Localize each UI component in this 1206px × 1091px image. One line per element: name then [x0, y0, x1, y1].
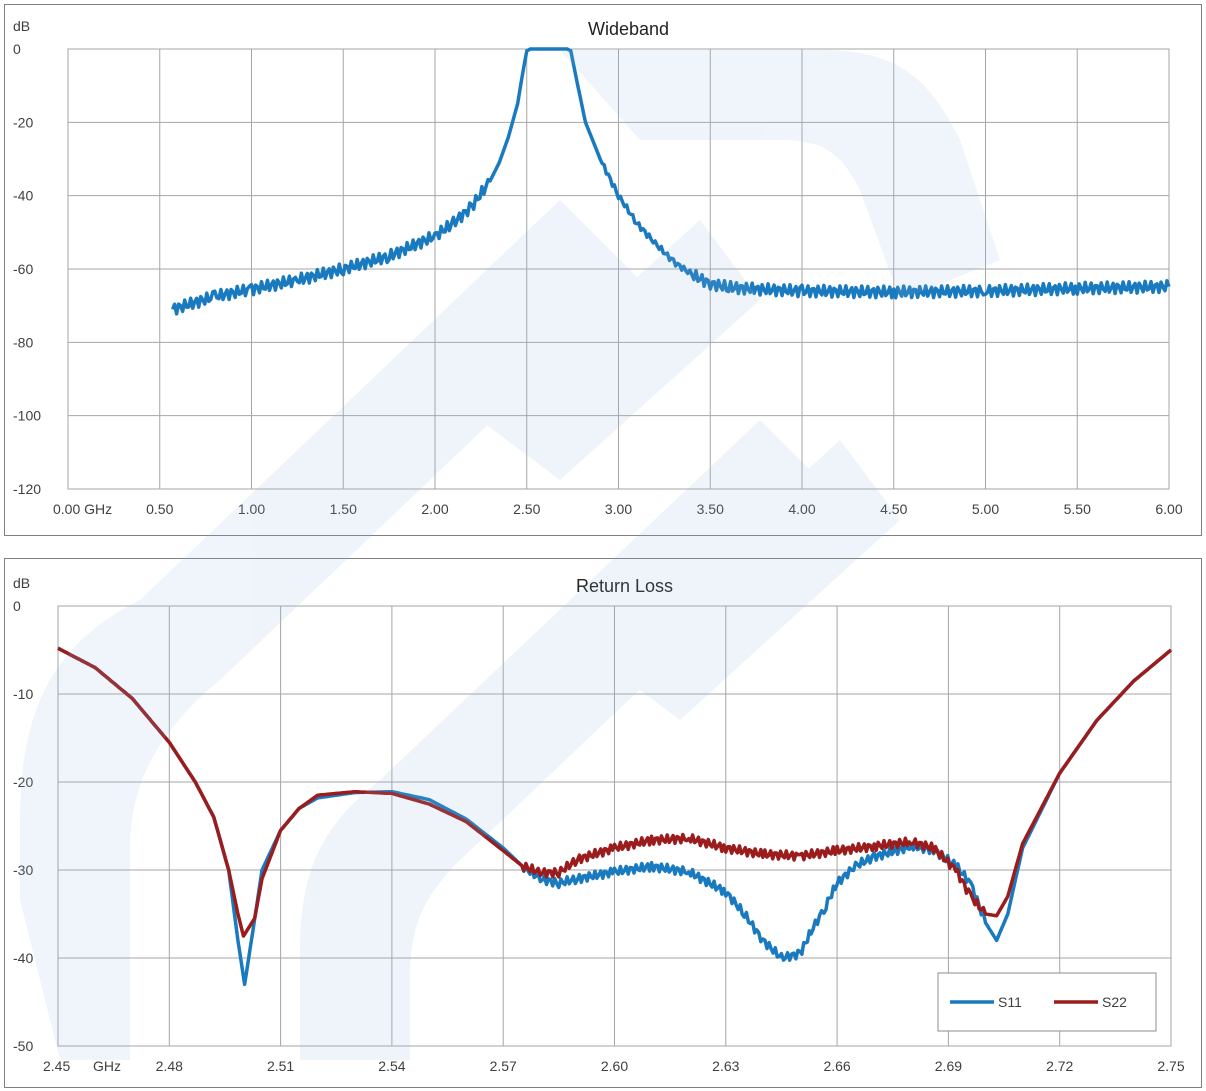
- x-tick-label: 2.63: [712, 1058, 739, 1074]
- x-tick-label: 2.50: [513, 501, 540, 517]
- x-tick-label: 2.45: [43, 1058, 70, 1074]
- y-axis-label: dB: [13, 575, 30, 591]
- wideband-chart: 0 -20 -40 -60 -80 -100 -120 dB 0.00 GHz 0.50 1.00 1…: [4, 4, 1202, 536]
- x-tick-label: 0.50: [146, 501, 173, 517]
- return-loss-chart-svg: 0 -10 -20 -30 -40 -50 dB 2.45 2.48 2.51 2.54 2.57 2.…: [13, 575, 1185, 1074]
- x-tick-label: 2.00: [421, 501, 448, 517]
- x-tick-label: 3.50: [697, 501, 724, 517]
- legend-label-s11: S11: [998, 994, 1022, 1010]
- chart-title: Wideband: [588, 19, 669, 39]
- series-line-trace: [170, 47, 1171, 316]
- x-tick-label: 2.66: [823, 1058, 850, 1074]
- x-tick-label: 2.69: [935, 1058, 962, 1074]
- x-tick-label: 2.57: [490, 1058, 517, 1074]
- x-tick-label: 2.48: [156, 1058, 183, 1074]
- y-tick-label: -20: [13, 114, 33, 130]
- series-line-s22: [57, 646, 1173, 938]
- x-tick-label: 1.50: [330, 501, 357, 517]
- x-tick-label: 2.60: [601, 1058, 628, 1074]
- y-tick-label: 0: [13, 41, 21, 57]
- wideband-chart-svg: 0 -20 -40 -60 -80 -100 -120 dB 0.00 GHz 0.50 1.00 1…: [13, 18, 1183, 517]
- y-tick-label: -50: [13, 1038, 33, 1054]
- y-tick-label: -40: [13, 188, 33, 204]
- y-tick-label: -100: [13, 408, 41, 424]
- x-tick-label: 2.75: [1157, 1058, 1184, 1074]
- chart-title: Return Loss: [576, 576, 673, 596]
- y-tick-label: -10: [13, 686, 33, 702]
- x-tick-label: 2.51: [267, 1058, 294, 1074]
- y-tick-label: -80: [13, 334, 33, 350]
- x-tick-label: 4.00: [788, 501, 815, 517]
- series-line-s11: [57, 646, 1173, 987]
- x-tick-label: 5.00: [972, 501, 999, 517]
- plot-border: [57, 605, 1172, 1047]
- x-tick-label: 2.72: [1046, 1058, 1073, 1074]
- x-tick-label: 1.00: [238, 501, 265, 517]
- return-loss-chart: 0 -10 -20 -30 -40 -50 dB 2.45 2.48 2.51 2.54 2.57 2.…: [4, 558, 1202, 1088]
- x-tick-label: 4.50: [880, 501, 907, 517]
- y-tick-label: -40: [13, 950, 33, 966]
- x-tick-label: 3.00: [605, 501, 632, 517]
- x-tick-label: 2.54: [378, 1058, 405, 1074]
- x-tick-label: 5.50: [1064, 501, 1091, 517]
- y-tick-label: -60: [13, 261, 33, 277]
- x-axis-unit-label: GHz: [93, 1058, 121, 1074]
- x-tick-label: 6.00: [1155, 501, 1182, 517]
- y-tick-label: -120: [13, 481, 41, 497]
- y-tick-label: 0: [13, 598, 21, 614]
- legend-label-s22: S22: [1102, 994, 1127, 1010]
- y-tick-label: -20: [13, 774, 33, 790]
- y-tick-label: -30: [13, 862, 33, 878]
- plot-border: [67, 48, 1170, 490]
- x-tick-label: 0.00 GHz: [53, 501, 112, 517]
- y-axis-label: dB: [13, 18, 30, 34]
